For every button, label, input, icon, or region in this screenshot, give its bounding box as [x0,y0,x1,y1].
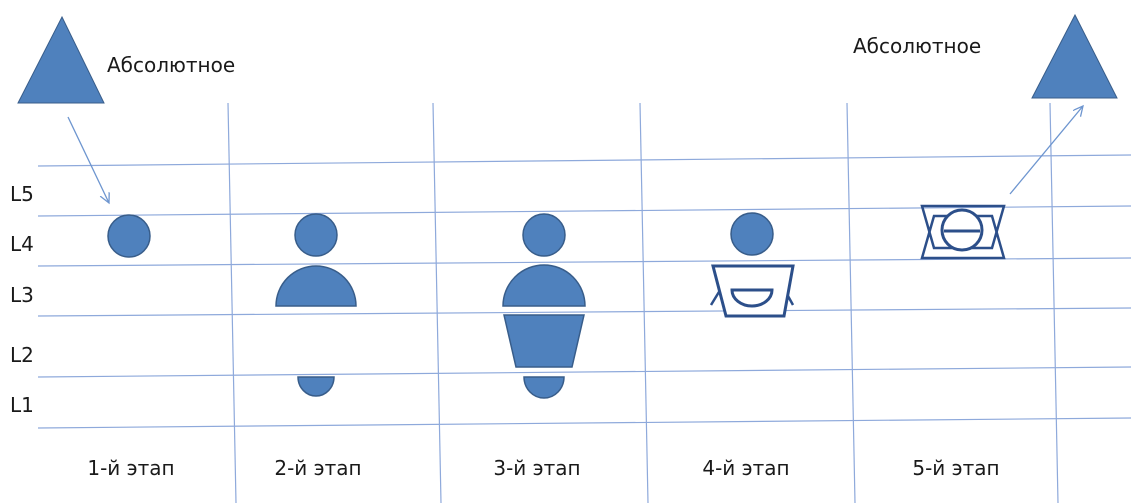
stage-divider-5 [1049,102,1059,503]
level-label-l1: L1 [10,393,34,417]
stage3-head [522,213,566,257]
absolute-label-left: Абсолютное [107,53,236,77]
stage-divider-4 [846,102,856,503]
stage2-head [294,213,338,257]
grid-line-l3-l2 [37,307,1131,317]
absolute-label-right: Абсолютное [853,34,982,58]
stage-label-3: 3-й этап [493,456,581,480]
absolute-triangle-right [1031,13,1118,99]
stage-divider-2 [432,102,442,503]
stage2-figure [275,213,357,397]
stage4-head [730,212,774,256]
stage5-figure [920,204,1006,260]
stage4-figure [709,212,795,318]
stage1-head [107,214,151,258]
stage-label-5: 5-й этап [912,456,1000,480]
grid-line-bottom [37,417,1131,429]
grid-line-l5-l4 [37,205,1131,217]
stage2-base [297,376,335,397]
level-grid-lines [37,154,1131,429]
stage-dividers [227,102,1059,503]
level-label-l5: L5 [10,182,34,206]
grid-line-top [37,154,1131,167]
stage4-smile [730,288,774,308]
stage-divider-1 [227,102,237,503]
stage-label-4: 4-й этап [702,456,790,480]
arrow-absolute-to-stage1 [67,116,109,203]
stage3-base [523,376,565,399]
stage2-chest [275,265,357,307]
arrow-stage5-to-absolute [1009,106,1083,195]
absolute-triangle-left [17,15,105,104]
stage-divider-3 [639,102,649,503]
grid-line-l4-l3 [37,257,1131,267]
stage-label-1: 1-й этап [87,456,175,480]
level-label-l3: L3 [10,283,34,307]
level-label-l4: L4 [10,232,34,256]
grid-line-l2-l1 [37,366,1131,378]
stage3-figure [502,213,586,399]
stage-label-2: 2-й этап [274,456,362,480]
level-label-l2: L2 [10,343,34,367]
stage3-chest [502,264,586,307]
stage3-body [503,314,585,368]
